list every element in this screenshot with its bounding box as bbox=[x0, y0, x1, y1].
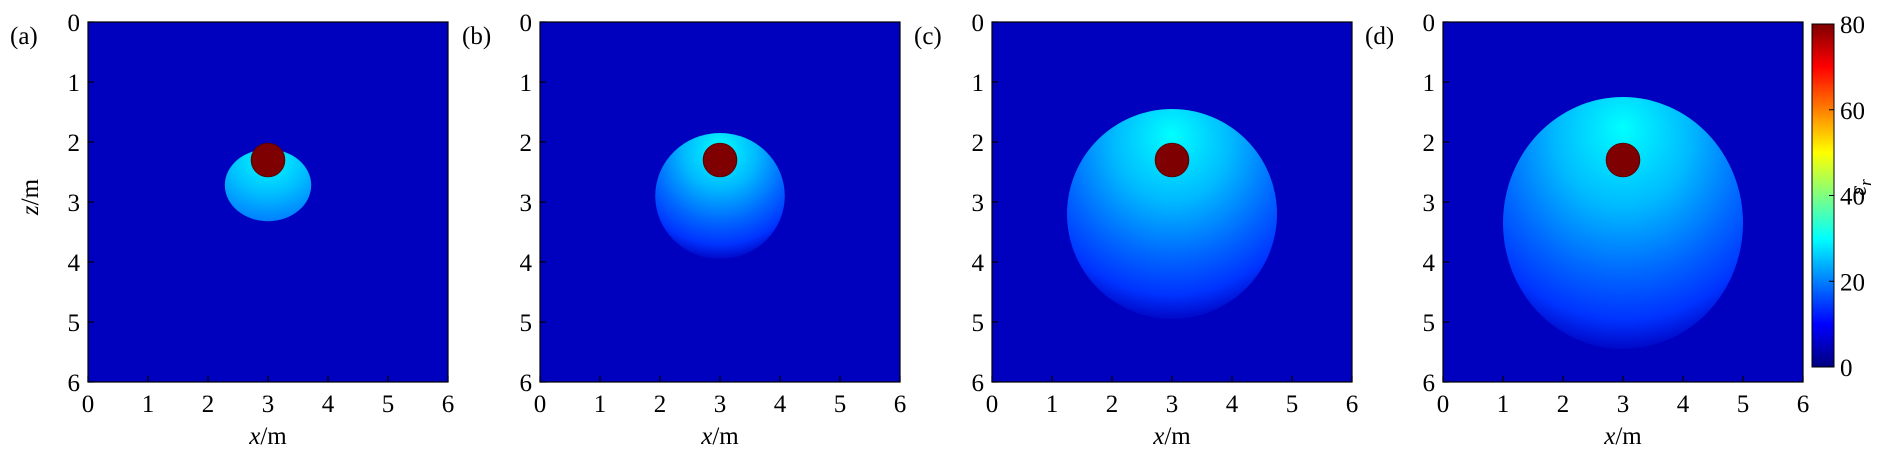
colorbar-label: εr bbox=[1845, 179, 1875, 196]
y-tick-label: 5 bbox=[972, 310, 985, 337]
y-tick-label: 1 bbox=[520, 70, 533, 97]
y-tick-label: 1 bbox=[68, 70, 81, 97]
x-tick-label: 6 bbox=[442, 391, 455, 418]
y-tick-label: 5 bbox=[68, 310, 81, 337]
plume bbox=[1067, 109, 1277, 319]
y-tick-label: 0 bbox=[972, 10, 985, 37]
y-tick-label: 2 bbox=[520, 130, 533, 157]
x-tick-label: 2 bbox=[654, 391, 667, 418]
x-tick-label: 5 bbox=[834, 391, 847, 418]
x-tick-label: 4 bbox=[774, 391, 787, 418]
source-circle bbox=[1605, 142, 1641, 178]
colorbar-tick-label: 60 bbox=[1840, 98, 1865, 125]
colorbar-tick-label: 20 bbox=[1840, 269, 1865, 296]
y-tick-label: 1 bbox=[1423, 70, 1436, 97]
x-tick-label: 1 bbox=[594, 391, 607, 418]
x-tick-label: 0 bbox=[82, 391, 95, 418]
plume bbox=[224, 149, 312, 222]
y-axis-label: z/m bbox=[17, 178, 44, 216]
y-tick-label: 3 bbox=[972, 190, 985, 217]
x-tick-label: 4 bbox=[1677, 391, 1690, 418]
y-tick-label: 5 bbox=[520, 310, 533, 337]
y-tick-label: 4 bbox=[520, 250, 533, 277]
y-tick-label: 2 bbox=[68, 130, 81, 157]
x-tick-label: 5 bbox=[382, 391, 395, 418]
source-circle bbox=[1154, 142, 1190, 178]
source-circle bbox=[250, 142, 286, 178]
y-tick-label: 6 bbox=[68, 370, 81, 397]
x-tick-label: 0 bbox=[534, 391, 547, 418]
y-tick-label: 4 bbox=[1423, 250, 1436, 277]
source-circle bbox=[702, 142, 738, 178]
y-tick-label: 5 bbox=[1423, 310, 1436, 337]
x-tick-label: 1 bbox=[1046, 391, 1059, 418]
x-tick-label: 4 bbox=[1226, 391, 1239, 418]
x-tick-label: 5 bbox=[1737, 391, 1750, 418]
colorbar: 0 20 40 60 80 εr bbox=[1811, 12, 1875, 382]
x-axis-label: x/m bbox=[1603, 423, 1642, 450]
x-tick-label: 6 bbox=[894, 391, 907, 418]
colorbar-tick-label: 80 bbox=[1840, 12, 1865, 39]
y-tick-label: 4 bbox=[68, 250, 81, 277]
y-tick-label: 6 bbox=[520, 370, 533, 397]
y-tick-label: 3 bbox=[1423, 190, 1436, 217]
x-tick-label: 0 bbox=[1437, 391, 1450, 418]
x-tick-label: 0 bbox=[986, 391, 999, 418]
x-tick-label: 2 bbox=[1557, 391, 1570, 418]
y-tick-label: 6 bbox=[1423, 370, 1436, 397]
y-tick-label: 2 bbox=[1423, 130, 1436, 157]
x-tick-label: 3 bbox=[262, 391, 275, 418]
x-axis-label: x/m bbox=[700, 423, 739, 450]
x-axis-label: x/m bbox=[248, 423, 287, 450]
y-tick-label: 0 bbox=[520, 10, 533, 37]
panel-label: (c) bbox=[914, 23, 942, 50]
x-tick-label: 2 bbox=[202, 391, 215, 418]
x-axis-label: x/m bbox=[1152, 423, 1191, 450]
x-tick-label: 2 bbox=[1106, 391, 1119, 418]
colorbar-tick-label: 40 bbox=[1840, 184, 1865, 211]
x-tick-label: 4 bbox=[322, 391, 335, 418]
colorbar-tick-label: 0 bbox=[1840, 355, 1853, 382]
x-tick-label: 1 bbox=[1497, 391, 1510, 418]
y-tick-label: 0 bbox=[1423, 10, 1436, 37]
panel-label: (b) bbox=[462, 23, 491, 50]
y-tick-label: 0 bbox=[68, 10, 81, 37]
x-tick-label: 6 bbox=[1346, 391, 1359, 418]
plume bbox=[1503, 97, 1743, 349]
x-tick-label: 3 bbox=[1617, 391, 1630, 418]
x-tick-label: 6 bbox=[1797, 391, 1810, 418]
y-tick-label: 3 bbox=[68, 190, 81, 217]
panel-label: (a) bbox=[10, 23, 38, 50]
y-tick-label: 1 bbox=[972, 70, 985, 97]
x-tick-label: 3 bbox=[714, 391, 727, 418]
y-tick-label: 4 bbox=[972, 250, 985, 277]
y-tick-label: 2 bbox=[972, 130, 985, 157]
plume bbox=[655, 133, 785, 259]
panel-label: (d) bbox=[1365, 23, 1394, 50]
y-tick-label: 6 bbox=[972, 370, 985, 397]
x-tick-label: 5 bbox=[1286, 391, 1299, 418]
x-tick-label: 3 bbox=[1166, 391, 1179, 418]
y-tick-label: 3 bbox=[520, 190, 533, 217]
x-tick-label: 1 bbox=[142, 391, 155, 418]
